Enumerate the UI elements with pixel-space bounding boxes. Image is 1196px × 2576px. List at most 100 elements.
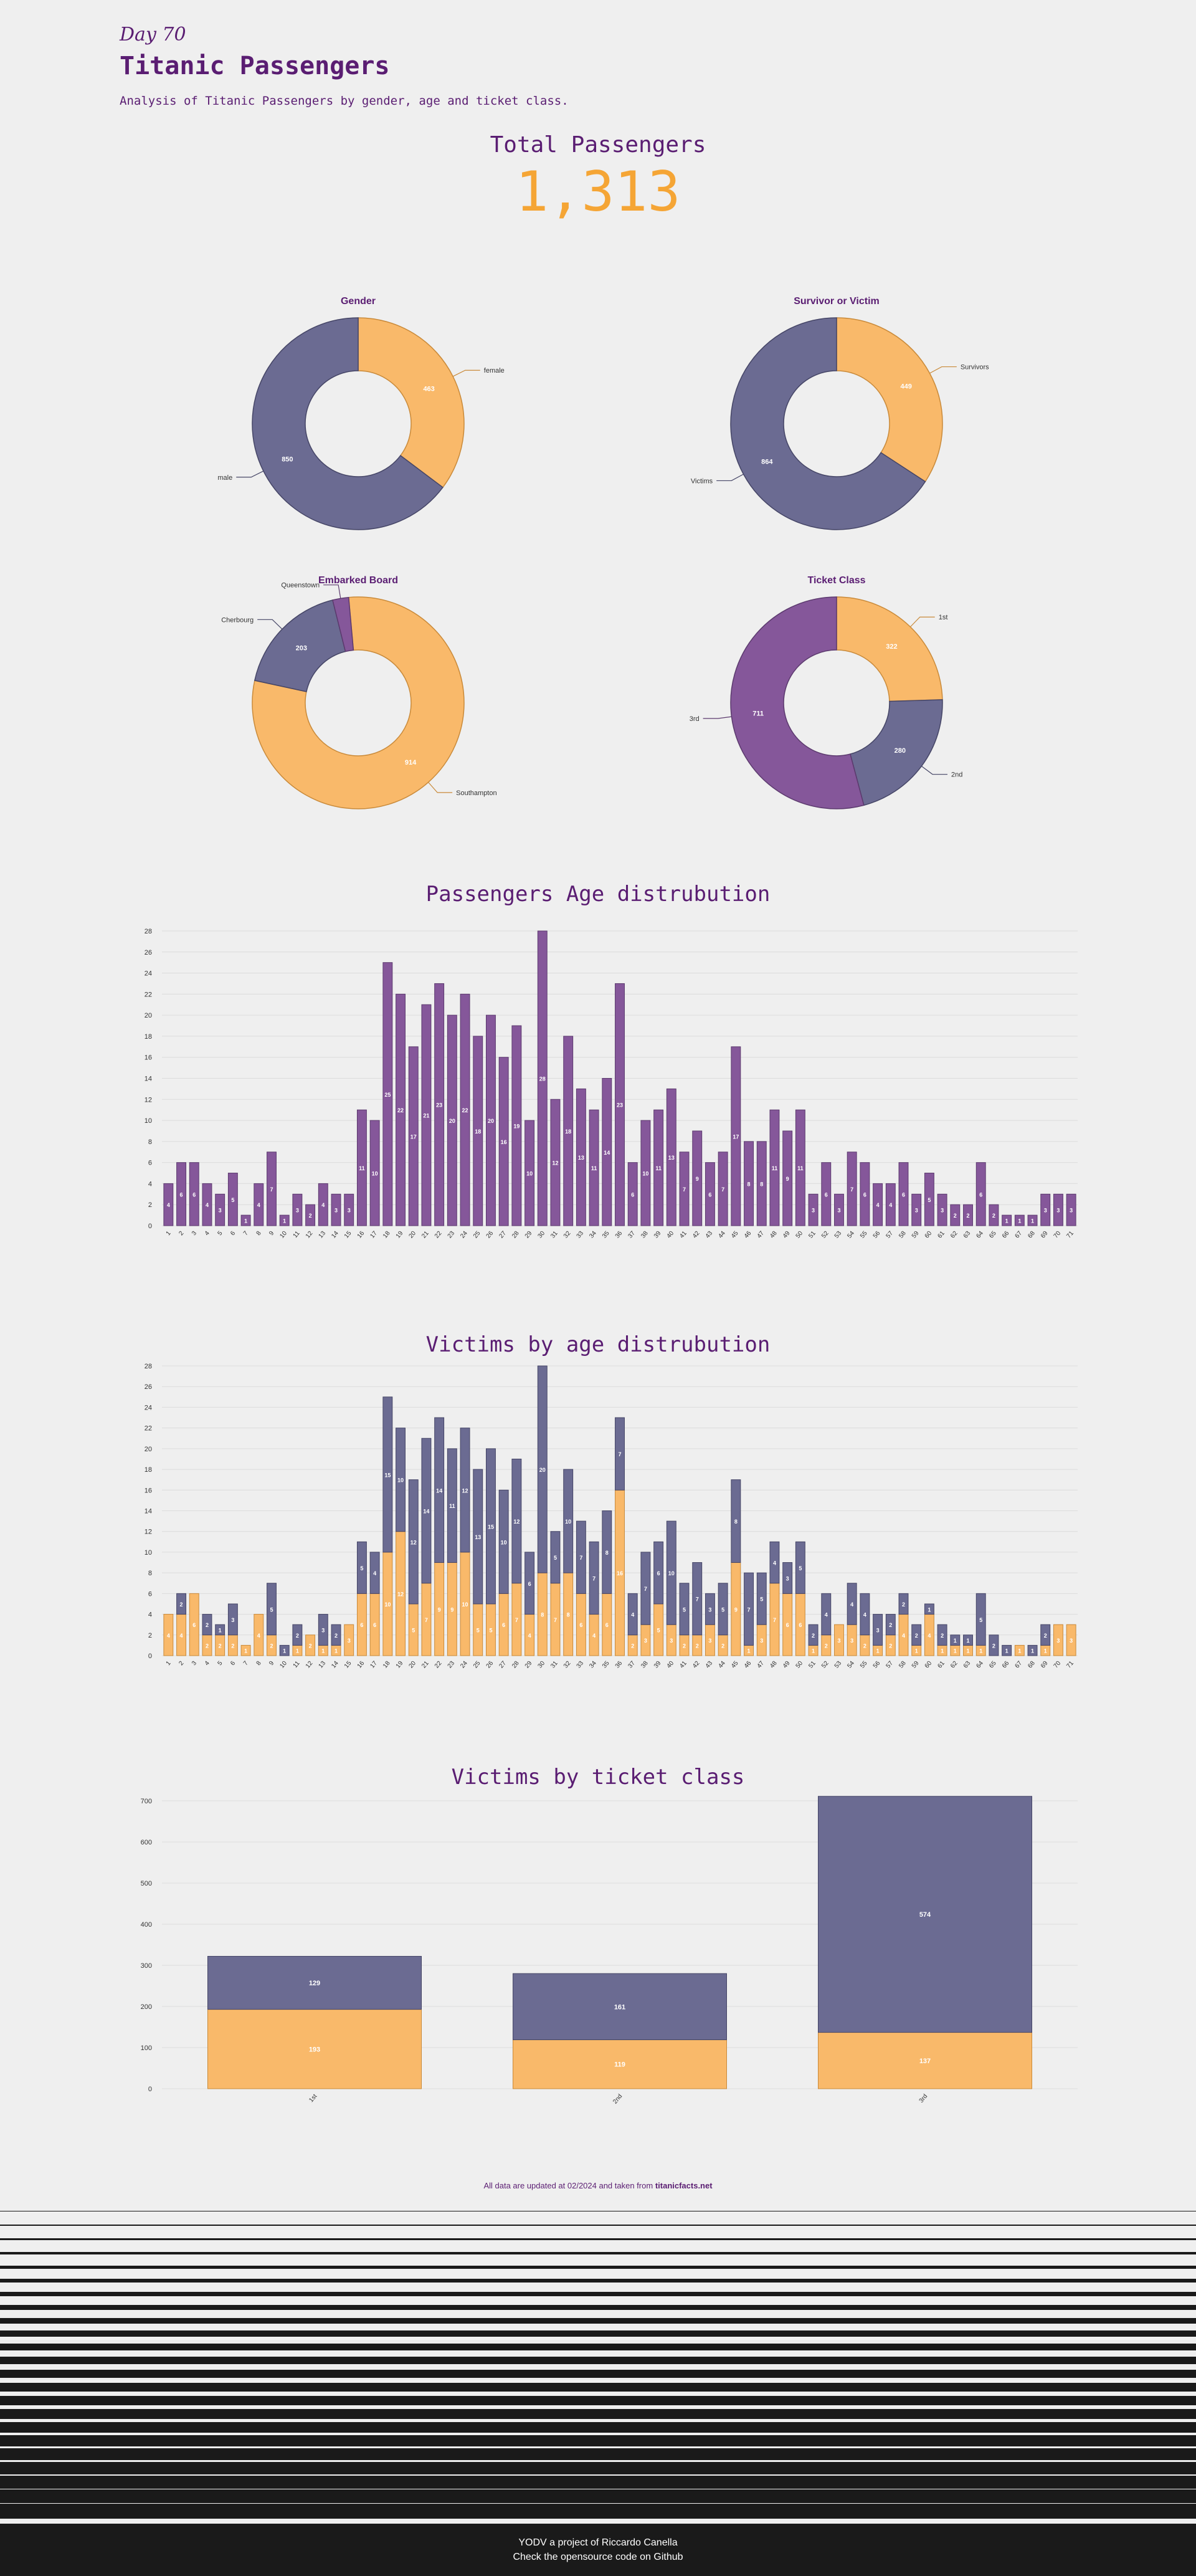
stripe: [0, 2504, 1196, 2519]
bar-value-label: 5: [683, 1606, 686, 1613]
y-tick-label: 0: [148, 1223, 152, 1230]
bar: [975, 1593, 986, 1646]
bar: [1002, 1644, 1012, 1656]
bar-value-label: 137: [919, 2058, 931, 2065]
donut-charts: Gender 463 female 850 male Survivor or Victim…: [217, 296, 989, 809]
stripe: [0, 2266, 1196, 2269]
x-tick-label: 30: [536, 1660, 546, 1670]
x-tick-label: 27: [498, 1230, 508, 1240]
x-tick-label: 70: [1053, 1230, 1063, 1240]
bar: [860, 1162, 870, 1226]
x-tick-label: 35: [601, 1230, 611, 1240]
bar-value-label: 6: [192, 1191, 196, 1198]
x-tick-label: 36: [614, 1230, 624, 1240]
bar: [1027, 1644, 1038, 1656]
x-tick-label: 29: [524, 1660, 534, 1670]
bar-value-label: 2: [696, 1643, 699, 1649]
bar-value-label: 12: [397, 1591, 404, 1597]
bar-value-label: 1: [954, 1638, 957, 1644]
x-tick-label: 32: [562, 1660, 572, 1670]
bar-value-label: 3: [708, 1638, 711, 1644]
x-tick-label: 14: [330, 1660, 340, 1670]
bar-value-label: 6: [657, 1570, 660, 1577]
bar: [615, 1417, 625, 1491]
donut-slice: [730, 596, 865, 809]
donut-slice: [836, 317, 943, 482]
bar: [460, 1428, 470, 1553]
bar: [640, 1552, 651, 1625]
bar-value-label: 3: [321, 1627, 325, 1633]
stripe: [0, 2448, 1196, 2460]
y-tick-label: 0: [148, 1653, 152, 1660]
bar-value-label: 5: [477, 1627, 480, 1633]
x-tick-label: 5: [216, 1230, 224, 1238]
bar-value-label: 4: [928, 1633, 931, 1639]
x-tick-label: 28: [511, 1230, 521, 1240]
x-tick-label: 51: [807, 1230, 817, 1240]
x-tick-label: 6: [229, 1230, 237, 1238]
bar-value-label: 1: [1005, 1648, 1009, 1654]
bar-value-label: 13: [475, 1534, 481, 1540]
x-tick-label: 10: [278, 1660, 288, 1670]
github-link[interactable]: Check the opensource code on Github: [513, 2552, 683, 2562]
stripe: [0, 2252, 1196, 2254]
y-tick-label: 4: [148, 1611, 152, 1619]
x-tick-label: 23: [447, 1230, 457, 1240]
x-tick-label: 58: [898, 1660, 908, 1670]
bar-value-label: 7: [773, 1617, 776, 1623]
page-header: Day 70 Titanic Passengers Analysis of Ti…: [120, 24, 1076, 108]
data-source-note: All data are updated at 02/2024 and take…: [0, 2181, 1196, 2190]
bar-value-label: 10: [526, 1171, 533, 1177]
bar: [718, 1583, 728, 1636]
bar-value-label: 6: [579, 1622, 582, 1628]
x-tick-label: 34: [588, 1660, 598, 1670]
x-tick-label: 27: [498, 1660, 508, 1670]
bar: [834, 1624, 844, 1656]
stripe: [0, 2409, 1196, 2419]
bar-value-label: 6: [605, 1622, 609, 1628]
bar-value-label: 4: [257, 1202, 260, 1208]
bar-value-label: 7: [554, 1617, 557, 1623]
bar-value-label: 14: [436, 1487, 442, 1494]
bar-value-label: 6: [825, 1191, 828, 1198]
bar: [408, 1479, 419, 1605]
bar-value-label: 6: [863, 1191, 866, 1198]
bar: [705, 1162, 715, 1226]
bar-value-label: 7: [683, 1186, 686, 1193]
x-tick-label: 50: [795, 1230, 805, 1240]
bar-value-label: 4: [889, 1202, 892, 1208]
bar: [627, 1593, 638, 1636]
y-tick-label: 200: [141, 2003, 152, 2011]
x-tick-label: 39: [653, 1230, 663, 1240]
bar: [911, 1624, 922, 1646]
bar: [885, 1614, 896, 1636]
x-tick-label: 13: [318, 1230, 328, 1240]
x-tick-label: 22: [434, 1230, 444, 1240]
bar: [937, 1624, 947, 1646]
bar-value-label: 2: [206, 1643, 209, 1649]
x-tick-label: 5: [216, 1660, 224, 1667]
x-tick-label: 51: [807, 1660, 817, 1670]
day-label: Day 70: [120, 24, 186, 45]
y-tick-label: 16: [145, 1487, 152, 1494]
bar: [305, 1204, 316, 1226]
donut-title: Survivor or Victim: [794, 296, 880, 307]
stripe: [0, 2305, 1196, 2310]
bar-value-label: 4: [863, 1612, 866, 1618]
y-tick-label: 14: [145, 1508, 152, 1515]
bar-value-label: 11: [359, 1165, 365, 1171]
donut-slice: [850, 699, 943, 806]
y-tick-label: 26: [145, 949, 152, 956]
bar-value-label: 2: [231, 1643, 234, 1649]
bar: [550, 1099, 561, 1226]
bar: [1040, 1193, 1051, 1226]
bar: [447, 1448, 457, 1563]
stripe: [0, 2318, 1196, 2324]
x-tick-label: 46: [743, 1660, 753, 1670]
data-source-link[interactable]: titanicfacts.net: [655, 2181, 713, 2190]
x-tick-label: 60: [924, 1230, 934, 1240]
bar: [602, 1078, 612, 1226]
bar-value-label: 5: [799, 1565, 802, 1572]
bar: [808, 1624, 819, 1646]
bar: [1002, 1214, 1012, 1226]
